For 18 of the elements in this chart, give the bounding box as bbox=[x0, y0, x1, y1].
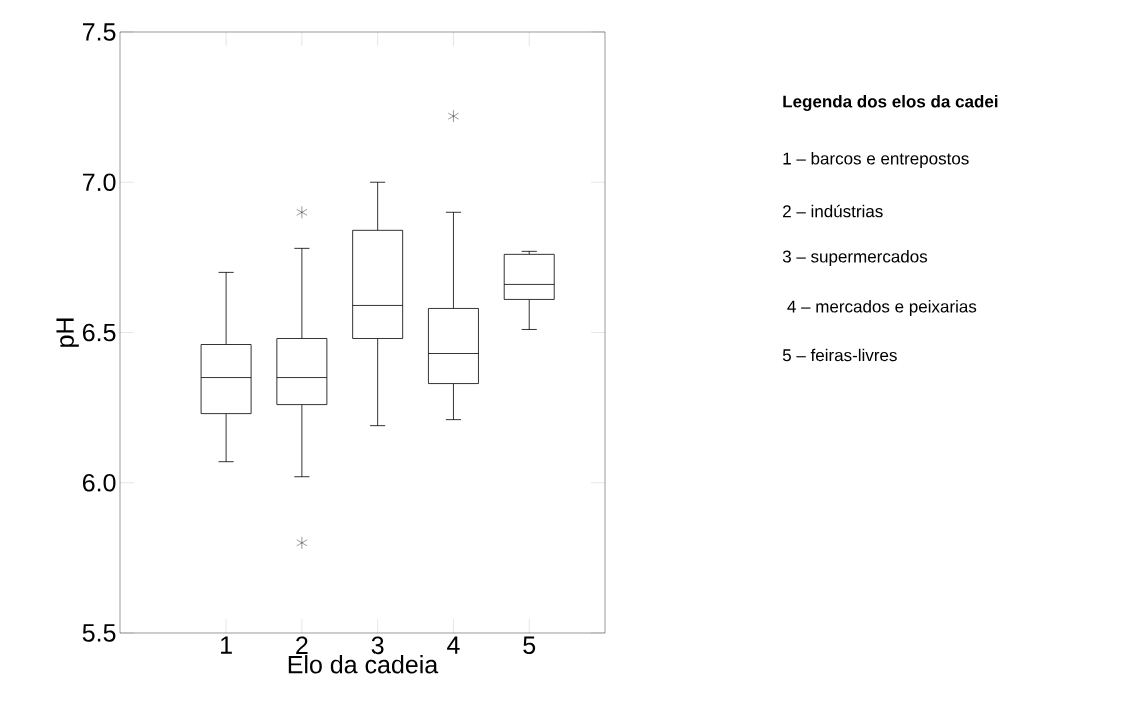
x-tick-label: 2 bbox=[296, 636, 308, 654]
text: 3 – supermercados bbox=[782, 250, 928, 266]
y-tick-label: 7.5 bbox=[83, 23, 116, 41]
y-axis-title: pH bbox=[56, 318, 79, 347]
y-tick-label: 7.0 bbox=[83, 173, 116, 192]
x-tick-label: 4 bbox=[447, 636, 460, 654]
text: 2 – indústrias bbox=[783, 204, 883, 218]
y-tick-label: 5.5 bbox=[82, 624, 116, 642]
x-tick-label: 5 bbox=[523, 636, 536, 654]
x-tick-label: 3 bbox=[371, 636, 384, 655]
x-tick-label: 1 bbox=[221, 636, 232, 654]
text: 4 – mercados e peixarias bbox=[787, 300, 977, 316]
x-axis-title: Elo da cadeia bbox=[288, 655, 439, 674]
text: Legenda dos elos da cadei bbox=[783, 95, 998, 111]
text: 1 – barcos e entrepostos bbox=[783, 152, 969, 168]
text: 5 – feiras-livres bbox=[782, 348, 897, 362]
y-tick-label: 6.5 bbox=[82, 323, 116, 342]
y-tick-label: 6.0 bbox=[82, 473, 116, 492]
